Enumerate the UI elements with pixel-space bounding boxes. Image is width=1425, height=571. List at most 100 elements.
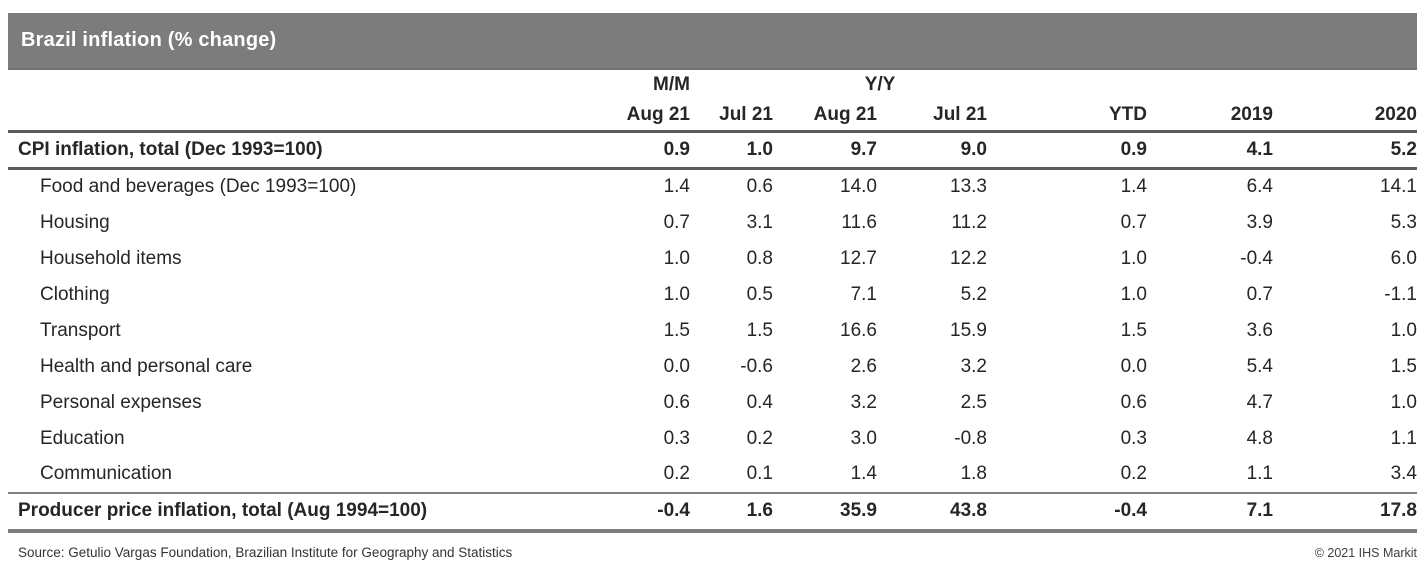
column-header-row: Aug 21 Jul 21 Aug 21 Jul 21 YTD 2019 202… bbox=[8, 100, 1417, 133]
cell-value: 0.9 bbox=[663, 139, 690, 160]
column-header-mm-aug21: Aug 21 bbox=[570, 100, 690, 133]
cell-value: 0.2 bbox=[663, 463, 690, 484]
table-header: M/M Y/Y Aug 21 Jul 21 Aug 21 Jul 21 YTD … bbox=[8, 70, 1417, 133]
cell-value: 0.4 bbox=[746, 391, 773, 413]
table-row-total: CPI inflation, total (Dec 1993=100) 0.9 1.… bbox=[8, 132, 1417, 169]
cell-value: 1.0 bbox=[663, 283, 690, 305]
row-label: Housing bbox=[40, 211, 110, 233]
table-row: Transport 1.5 1.5 16.6 15.9 1.5 3.6 1.0 bbox=[8, 313, 1417, 349]
inflation-table: M/M Y/Y Aug 21 Jul 21 Aug 21 Jul 21 YTD … bbox=[8, 70, 1417, 533]
cell-value: 9.0 bbox=[960, 139, 987, 160]
cell-value: -0.4 bbox=[1240, 247, 1273, 269]
cell-value: 0.3 bbox=[1120, 427, 1147, 449]
row-label: Food and beverages (Dec 1993=100) bbox=[40, 176, 357, 198]
column-header-2020: 2020 bbox=[1273, 100, 1417, 133]
row-label: Transport bbox=[40, 319, 121, 341]
cell-value: 1.0 bbox=[1390, 391, 1417, 413]
group-header-spacer bbox=[987, 70, 1417, 100]
cell-value: 0.6 bbox=[663, 391, 690, 413]
cell-value: 43.8 bbox=[950, 500, 987, 521]
table-body: CPI inflation, total (Dec 1993=100) 0.9 1.… bbox=[8, 132, 1417, 531]
cell-value: 0.2 bbox=[746, 427, 773, 449]
row-label: Producer price inflation, total (Aug 199… bbox=[18, 500, 428, 521]
row-label: Household items bbox=[40, 247, 182, 269]
cell-value: 16.6 bbox=[840, 319, 877, 341]
empty-corner-cell bbox=[8, 70, 570, 100]
table-row: Health and personal care 0.0 -0.6 2.6 3.2 0.0… bbox=[8, 349, 1417, 385]
cell-value: 0.2 bbox=[1120, 463, 1147, 484]
table-row: Food and beverages (Dec 1993=100) 1.4 0.6 1… bbox=[8, 169, 1417, 205]
cell-value: -0.4 bbox=[1114, 500, 1147, 521]
cell-value: 9.7 bbox=[850, 139, 877, 160]
cell-value: 0.7 bbox=[663, 211, 690, 233]
cell-value: 1.6 bbox=[746, 500, 773, 521]
cell-value: 1.0 bbox=[663, 247, 690, 269]
cell-value: -1.1 bbox=[1384, 283, 1417, 305]
row-label: CPI inflation, total (Dec 1993=100) bbox=[18, 139, 323, 160]
cell-value: 1.1 bbox=[1246, 463, 1273, 484]
column-header-2019: 2019 bbox=[1147, 100, 1273, 133]
cell-value: 12.2 bbox=[950, 247, 987, 269]
row-label: Communication bbox=[40, 463, 172, 484]
cell-value: 4.8 bbox=[1246, 427, 1273, 449]
cell-value: 7.1 bbox=[850, 283, 877, 305]
cell-value: 14.0 bbox=[840, 176, 877, 198]
cell-value: 1.0 bbox=[1120, 247, 1147, 269]
label-column-header bbox=[8, 100, 570, 133]
cell-value: 0.0 bbox=[1120, 355, 1147, 377]
cell-value: 11.2 bbox=[951, 211, 987, 233]
cell-value: 1.0 bbox=[1120, 283, 1147, 305]
cell-value: 1.4 bbox=[850, 463, 877, 484]
table-row: Education 0.3 0.2 3.0 -0.8 0.3 4.8 1.1 bbox=[8, 421, 1417, 457]
cell-value: 1.8 bbox=[960, 463, 987, 484]
column-header-mm-jul21: Jul 21 bbox=[690, 100, 773, 133]
row-label: Education bbox=[40, 427, 125, 449]
table-row-total: Producer price inflation, total (Aug 199… bbox=[8, 492, 1417, 531]
cell-value: 3.2 bbox=[850, 391, 877, 413]
cell-value: 2.5 bbox=[960, 391, 987, 413]
title-bar: Brazil inflation (% change) bbox=[8, 13, 1417, 70]
cell-value: 0.6 bbox=[1120, 391, 1147, 413]
cell-value: 6.4 bbox=[1246, 176, 1273, 198]
footer: Source: Getulio Vargas Foundation, Brazi… bbox=[8, 545, 1417, 560]
table-row: Clothing 1.0 0.5 7.1 5.2 1.0 0.7 -1.1 bbox=[8, 277, 1417, 313]
group-header-mm: M/M bbox=[653, 74, 690, 95]
cell-value: 0.0 bbox=[663, 355, 690, 377]
table-row: Personal expenses 0.6 0.4 3.2 2.5 0.6 4.7 1.0 bbox=[8, 385, 1417, 421]
cell-value: 1.1 bbox=[1390, 427, 1417, 449]
cell-value: 13.3 bbox=[950, 176, 987, 198]
cell-value: -0.6 bbox=[740, 355, 773, 377]
column-header-ytd: YTD bbox=[987, 100, 1147, 133]
cell-value: -0.4 bbox=[657, 500, 690, 521]
cell-value: 11.6 bbox=[841, 211, 877, 233]
cell-value: 0.6 bbox=[746, 176, 773, 198]
cell-value: 0.7 bbox=[1246, 283, 1273, 305]
cell-value: -0.8 bbox=[954, 427, 987, 449]
cell-value: 17.8 bbox=[1380, 500, 1417, 521]
cell-value: 5.2 bbox=[960, 283, 987, 305]
group-header-row: M/M Y/Y bbox=[8, 70, 1417, 100]
cell-value: 4.1 bbox=[1246, 139, 1273, 160]
cell-value: 5.4 bbox=[1246, 355, 1273, 377]
cell-value: 0.3 bbox=[663, 427, 690, 449]
cell-value: 3.2 bbox=[960, 355, 987, 377]
group-header-yy: Y/Y bbox=[864, 74, 896, 95]
cell-value: 0.9 bbox=[1120, 139, 1147, 160]
row-label: Health and personal care bbox=[40, 355, 253, 377]
cell-value: 2.6 bbox=[850, 355, 877, 377]
cell-value: 35.9 bbox=[840, 500, 877, 521]
row-label: Personal expenses bbox=[40, 391, 202, 413]
cell-value: 3.0 bbox=[850, 427, 877, 449]
column-header-yy-jul21: Jul 21 bbox=[877, 100, 987, 133]
cell-value: 3.6 bbox=[1246, 319, 1273, 341]
cell-value: 1.0 bbox=[1390, 319, 1417, 341]
source-note: Source: Getulio Vargas Foundation, Brazi… bbox=[18, 545, 513, 560]
cell-value: 0.1 bbox=[746, 463, 773, 484]
cell-value: 3.4 bbox=[1390, 463, 1417, 484]
cell-value: 3.9 bbox=[1246, 211, 1273, 233]
cell-value: 1.5 bbox=[1120, 319, 1147, 341]
cell-value: 1.4 bbox=[663, 176, 690, 198]
cell-value: 4.7 bbox=[1246, 391, 1273, 413]
cell-value: 5.2 bbox=[1390, 139, 1417, 160]
